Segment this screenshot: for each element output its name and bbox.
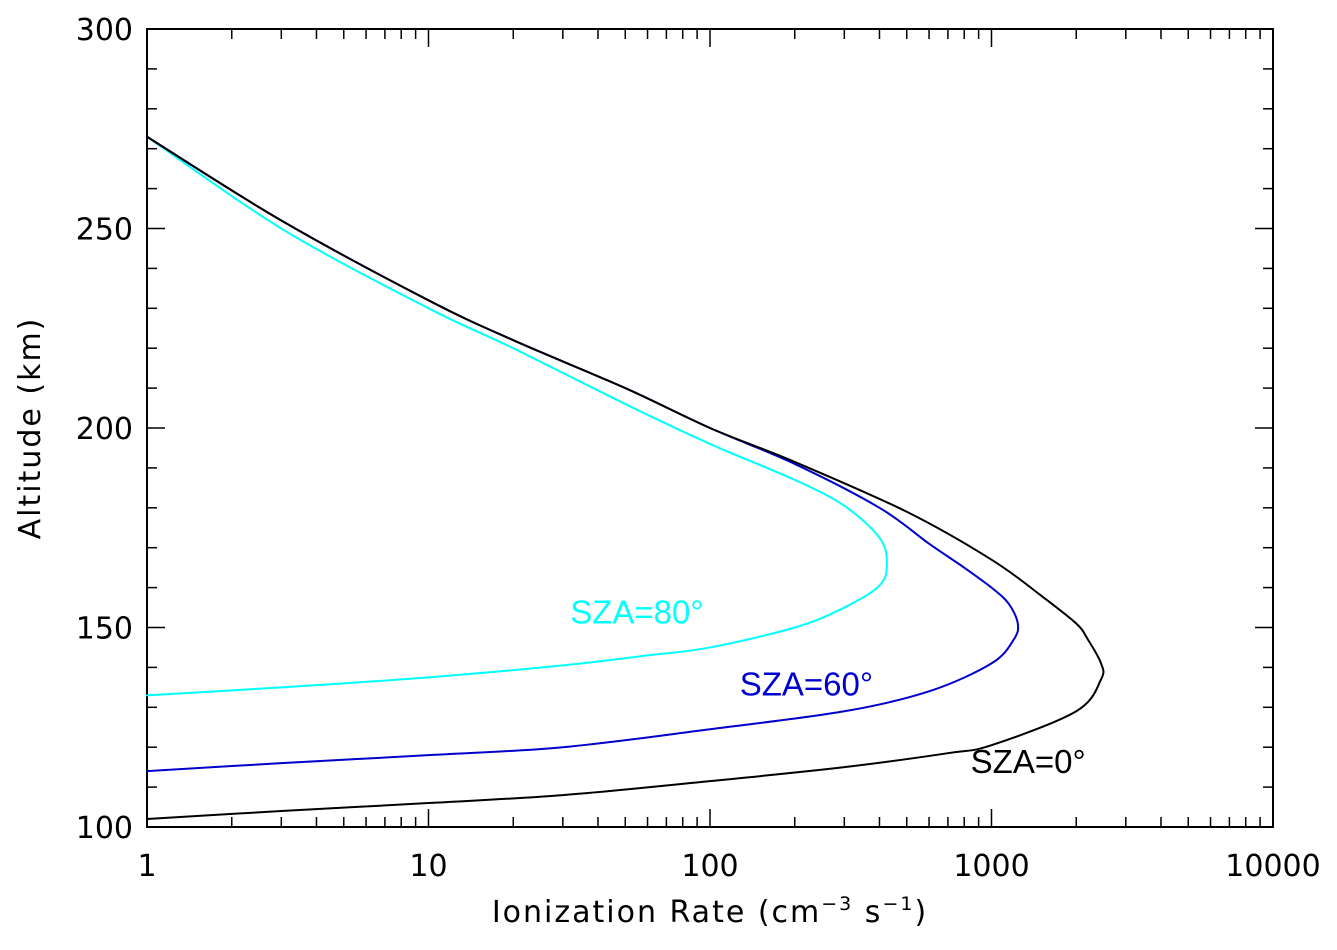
- x-tick-label: 10: [409, 849, 447, 884]
- series-labels: SZA=80° SZA=60° SZA=0°: [570, 594, 1085, 781]
- y-axis-ticks: [147, 28, 1273, 828]
- x-axis-tick-labels: 1 10 100 1000 10000: [137, 849, 1320, 884]
- series-label-2: SZA=0°: [971, 743, 1086, 780]
- x-axis-title: Ionization Rate (cm−3 s−1): [492, 893, 928, 930]
- series-line-1: [146, 135, 1020, 773]
- x-axis-title-s: s: [853, 895, 882, 930]
- x-axis-ticks: [146, 29, 1274, 827]
- y-tick-label: 200: [76, 412, 133, 447]
- x-axis-title-sup-cm: −3: [821, 893, 853, 915]
- x-tick-label: 10000: [1225, 849, 1320, 884]
- series-label-1: SZA=60°: [740, 665, 873, 702]
- series-line-0: [146, 135, 888, 697]
- series-line-2: [146, 135, 1105, 821]
- y-axis-title: Altitude (km): [13, 317, 48, 540]
- y-tick-label: 250: [76, 213, 133, 248]
- x-tick-label: 100: [681, 849, 738, 884]
- y-tick-label: 150: [76, 612, 133, 647]
- x-tick-label: 1000: [953, 849, 1029, 884]
- x-axis-title-close: ): [914, 895, 928, 930]
- y-axis-tick-labels: 100 150 200 250 300: [76, 13, 133, 846]
- x-axis-title-main: Ionization Rate (cm: [492, 895, 821, 930]
- x-axis-title-sup-s: −1: [882, 893, 914, 915]
- x-tick-label: 1: [137, 849, 156, 884]
- series-lines: [146, 135, 1105, 821]
- y-tick-label: 100: [76, 811, 133, 846]
- series-label-0: SZA=80°: [570, 594, 703, 631]
- y-tick-label: 300: [76, 13, 133, 48]
